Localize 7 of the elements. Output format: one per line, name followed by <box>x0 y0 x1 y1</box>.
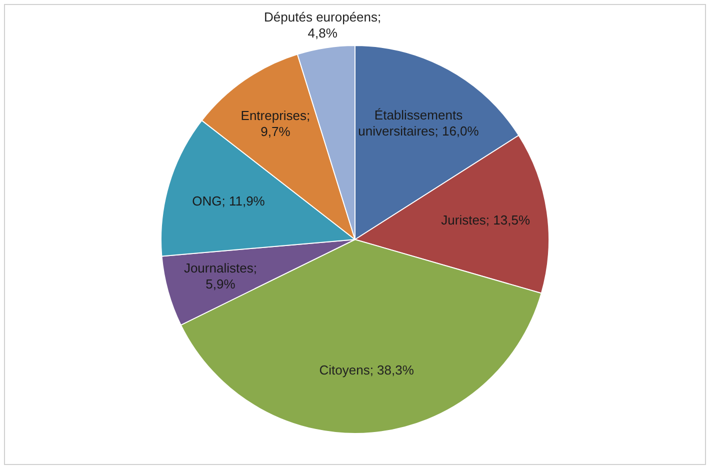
slice-label: ONG; 11,9% <box>192 194 266 209</box>
slice-label: Journalistes; 5,9% <box>184 260 257 292</box>
slice-label: Juristes; 13,5% <box>441 212 530 228</box>
slice-label: Entreprises; 9,7% <box>240 108 310 140</box>
slice-label: Établissements universitaires; 16,0% <box>358 107 480 138</box>
slice-label: Députés européens; 4,8% <box>264 10 382 41</box>
slice-label: Citoyens; 38,3% <box>319 362 414 378</box>
